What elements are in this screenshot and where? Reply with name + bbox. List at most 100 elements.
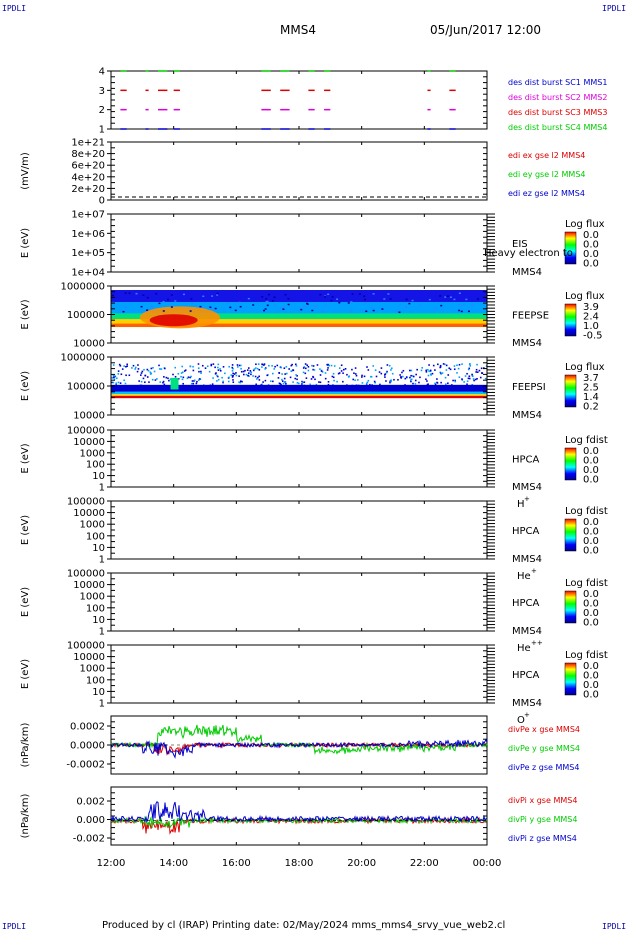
feepse-spectrogram-speck <box>453 298 456 301</box>
feepse-spectrogram-speck <box>462 304 465 306</box>
feepse-spectrogram-speck <box>338 301 341 304</box>
hpca_o-y-tick-label: 100000 <box>67 641 105 652</box>
hpca_he-colorbar-tick-label: 0.0 <box>583 536 599 547</box>
feepse-spectrogram-speck <box>170 294 173 296</box>
feepse-spectrogram-speck <box>467 310 470 313</box>
feepsi-spectrogram-speck <box>238 381 240 383</box>
feepse-spectrogram-speck <box>465 298 468 301</box>
feepsi-spectrogram-speck <box>463 381 465 383</box>
feepsi-spectrogram-speck <box>187 376 190 379</box>
feepsi-spectrogram-speck <box>353 372 355 375</box>
feepsi-spectrogram-speck <box>338 372 341 374</box>
hpca_h-colorbar-tick-label: 0.0 <box>583 456 599 467</box>
feepse-spectrogram-speck <box>274 304 277 307</box>
feepse-spectrogram-speck <box>363 298 366 301</box>
feepsi-spectrogram-speck <box>247 374 249 377</box>
hpca_he2-instrument-label: HPCA <box>512 598 540 609</box>
feepse-spectrogram-speck <box>428 298 431 301</box>
feepsi-spectrogram-speck <box>471 373 473 376</box>
efield-frame <box>110 141 488 201</box>
feepsi-spectrogram-speck <box>263 364 265 366</box>
feepsi-spectrogram-speck <box>192 365 194 368</box>
hpca_he2-sc-label: MMS4 <box>512 626 542 637</box>
feepsi-spectrogram-speck <box>158 364 160 367</box>
feepse-spectrogram-speck <box>122 310 125 313</box>
feepsi-spectrogram-speck <box>271 365 273 367</box>
feepsi-spectrogram-speck <box>269 380 272 383</box>
feepsi-spectrogram-speck <box>320 370 323 372</box>
feepse-spectrogram-speck <box>265 298 268 300</box>
hpca_he-colorbar-tick-label: 0.0 <box>583 546 599 557</box>
feepsi-spectrogram-speck <box>326 369 329 371</box>
feepsi-spectrogram-speck <box>354 379 356 382</box>
feepsi-spectrogram-speck <box>302 367 305 369</box>
feepsi-spectrogram-speck <box>168 379 170 382</box>
hpca_he-species-label: He <box>517 571 531 582</box>
feepsi-spectrogram-speck <box>366 366 368 368</box>
feepsi-spectrogram-speck <box>253 368 256 370</box>
efield-y-tick-label: 4e+20 <box>71 172 105 183</box>
feepse-spectrogram-speck <box>398 311 401 314</box>
feepse-spectrogram-speck <box>440 304 443 307</box>
feepsi-spectrogram-speck <box>137 364 139 366</box>
hpca_he-colorbar-tick-label: 0.0 <box>583 527 599 538</box>
feepsi-spectrogram-speck <box>192 369 195 372</box>
hpca_o-colorbar-title: Log fdist <box>565 650 608 661</box>
hpca_h-y-tick-label: 100000 <box>67 426 105 437</box>
feepsi-spectrogram-speck <box>150 372 153 375</box>
hpca_o-y-axis-label: E (eV) <box>20 659 31 689</box>
feepsi-spectrogram-speck <box>160 368 163 370</box>
feepsi-spectrogram-speck <box>140 372 143 374</box>
feepsi-spectrogram-speck <box>453 368 456 371</box>
feepsi-spectrogram-speck <box>256 367 259 370</box>
divpe-y-tick-label: 0.0000 <box>70 741 105 752</box>
feepsi-spectrogram-speck <box>468 377 471 380</box>
feepsi-spectrogram-speck <box>182 382 184 385</box>
hpca_he2-y-axis-label: E (eV) <box>20 587 31 617</box>
feepse-spectrogram-speck <box>358 293 361 295</box>
feepsi-spectrogram-speck <box>256 378 258 380</box>
feepsi-spectrogram-speck <box>389 380 392 383</box>
feepsi-spectrogram-speck <box>393 378 395 381</box>
feepsi-spectrogram-speck <box>461 378 463 380</box>
feepsi-spectrogram-speck <box>190 382 193 385</box>
feepsi-spectrogram-speck <box>206 365 209 368</box>
feepsi-spectrogram-speck <box>180 372 183 374</box>
feepsi-spectrogram-speck <box>147 369 150 372</box>
feepsi-spectrogram-speck <box>420 369 423 372</box>
feepsi-spectrogram-speck <box>361 374 363 377</box>
feepsi-spectrogram-speck <box>442 363 445 365</box>
feepsi-spectrogram-speck <box>136 370 139 373</box>
feepsi-spectrogram-speck <box>111 376 114 379</box>
feepsi-spectrogram-speck <box>404 377 407 380</box>
feepsi-spectrogram-speck <box>480 367 483 370</box>
feepsi-spectrogram-speck <box>361 376 363 378</box>
feepsi-spectrogram-speck <box>276 364 279 367</box>
feepsi-spectrogram-speck <box>372 365 375 367</box>
feepsi-spectrogram-band <box>111 395 487 399</box>
burst-legend-entry: des dist burst SC4 MMS4 <box>508 123 607 132</box>
feepse-spectrogram-speck <box>124 306 127 308</box>
feepsi-spectrogram-speck <box>429 369 432 372</box>
feepse-spectrogram-speck <box>383 298 386 300</box>
feepse-spectrogram-speck <box>321 310 324 313</box>
feepsi-spectrogram-speck <box>140 380 143 383</box>
hpca_o-colorbar-tick-label: 0.0 <box>583 690 599 701</box>
hpca_h-frame <box>110 429 488 488</box>
feepsi-spectrogram-speck <box>481 372 484 375</box>
efield-y-tick-label: 0 <box>99 196 105 207</box>
feepsi-spectrogram-speck <box>232 367 234 370</box>
feepsi-spectrogram-speck <box>217 378 220 381</box>
efield-y-tick-label: 2e+20 <box>71 184 105 195</box>
feepsi-spectrogram-speck <box>285 372 288 375</box>
feepse-spectrogram-speck <box>315 305 318 307</box>
feepsi-spectrogram-enhancement <box>170 377 179 390</box>
hpca_he2-colorbar-tick-label: 0.0 <box>583 608 599 619</box>
hpca_he-colorbar <box>564 518 577 552</box>
feepse-spectrogram-speck <box>162 310 165 312</box>
feepsi-spectrogram-speck <box>258 375 260 378</box>
feepsi-spectrogram-speck <box>431 372 434 375</box>
feepse-spectrogram-speck <box>280 307 283 310</box>
hpca_he2-frame <box>110 572 488 632</box>
feepsi-spectrogram-speck <box>434 383 437 386</box>
